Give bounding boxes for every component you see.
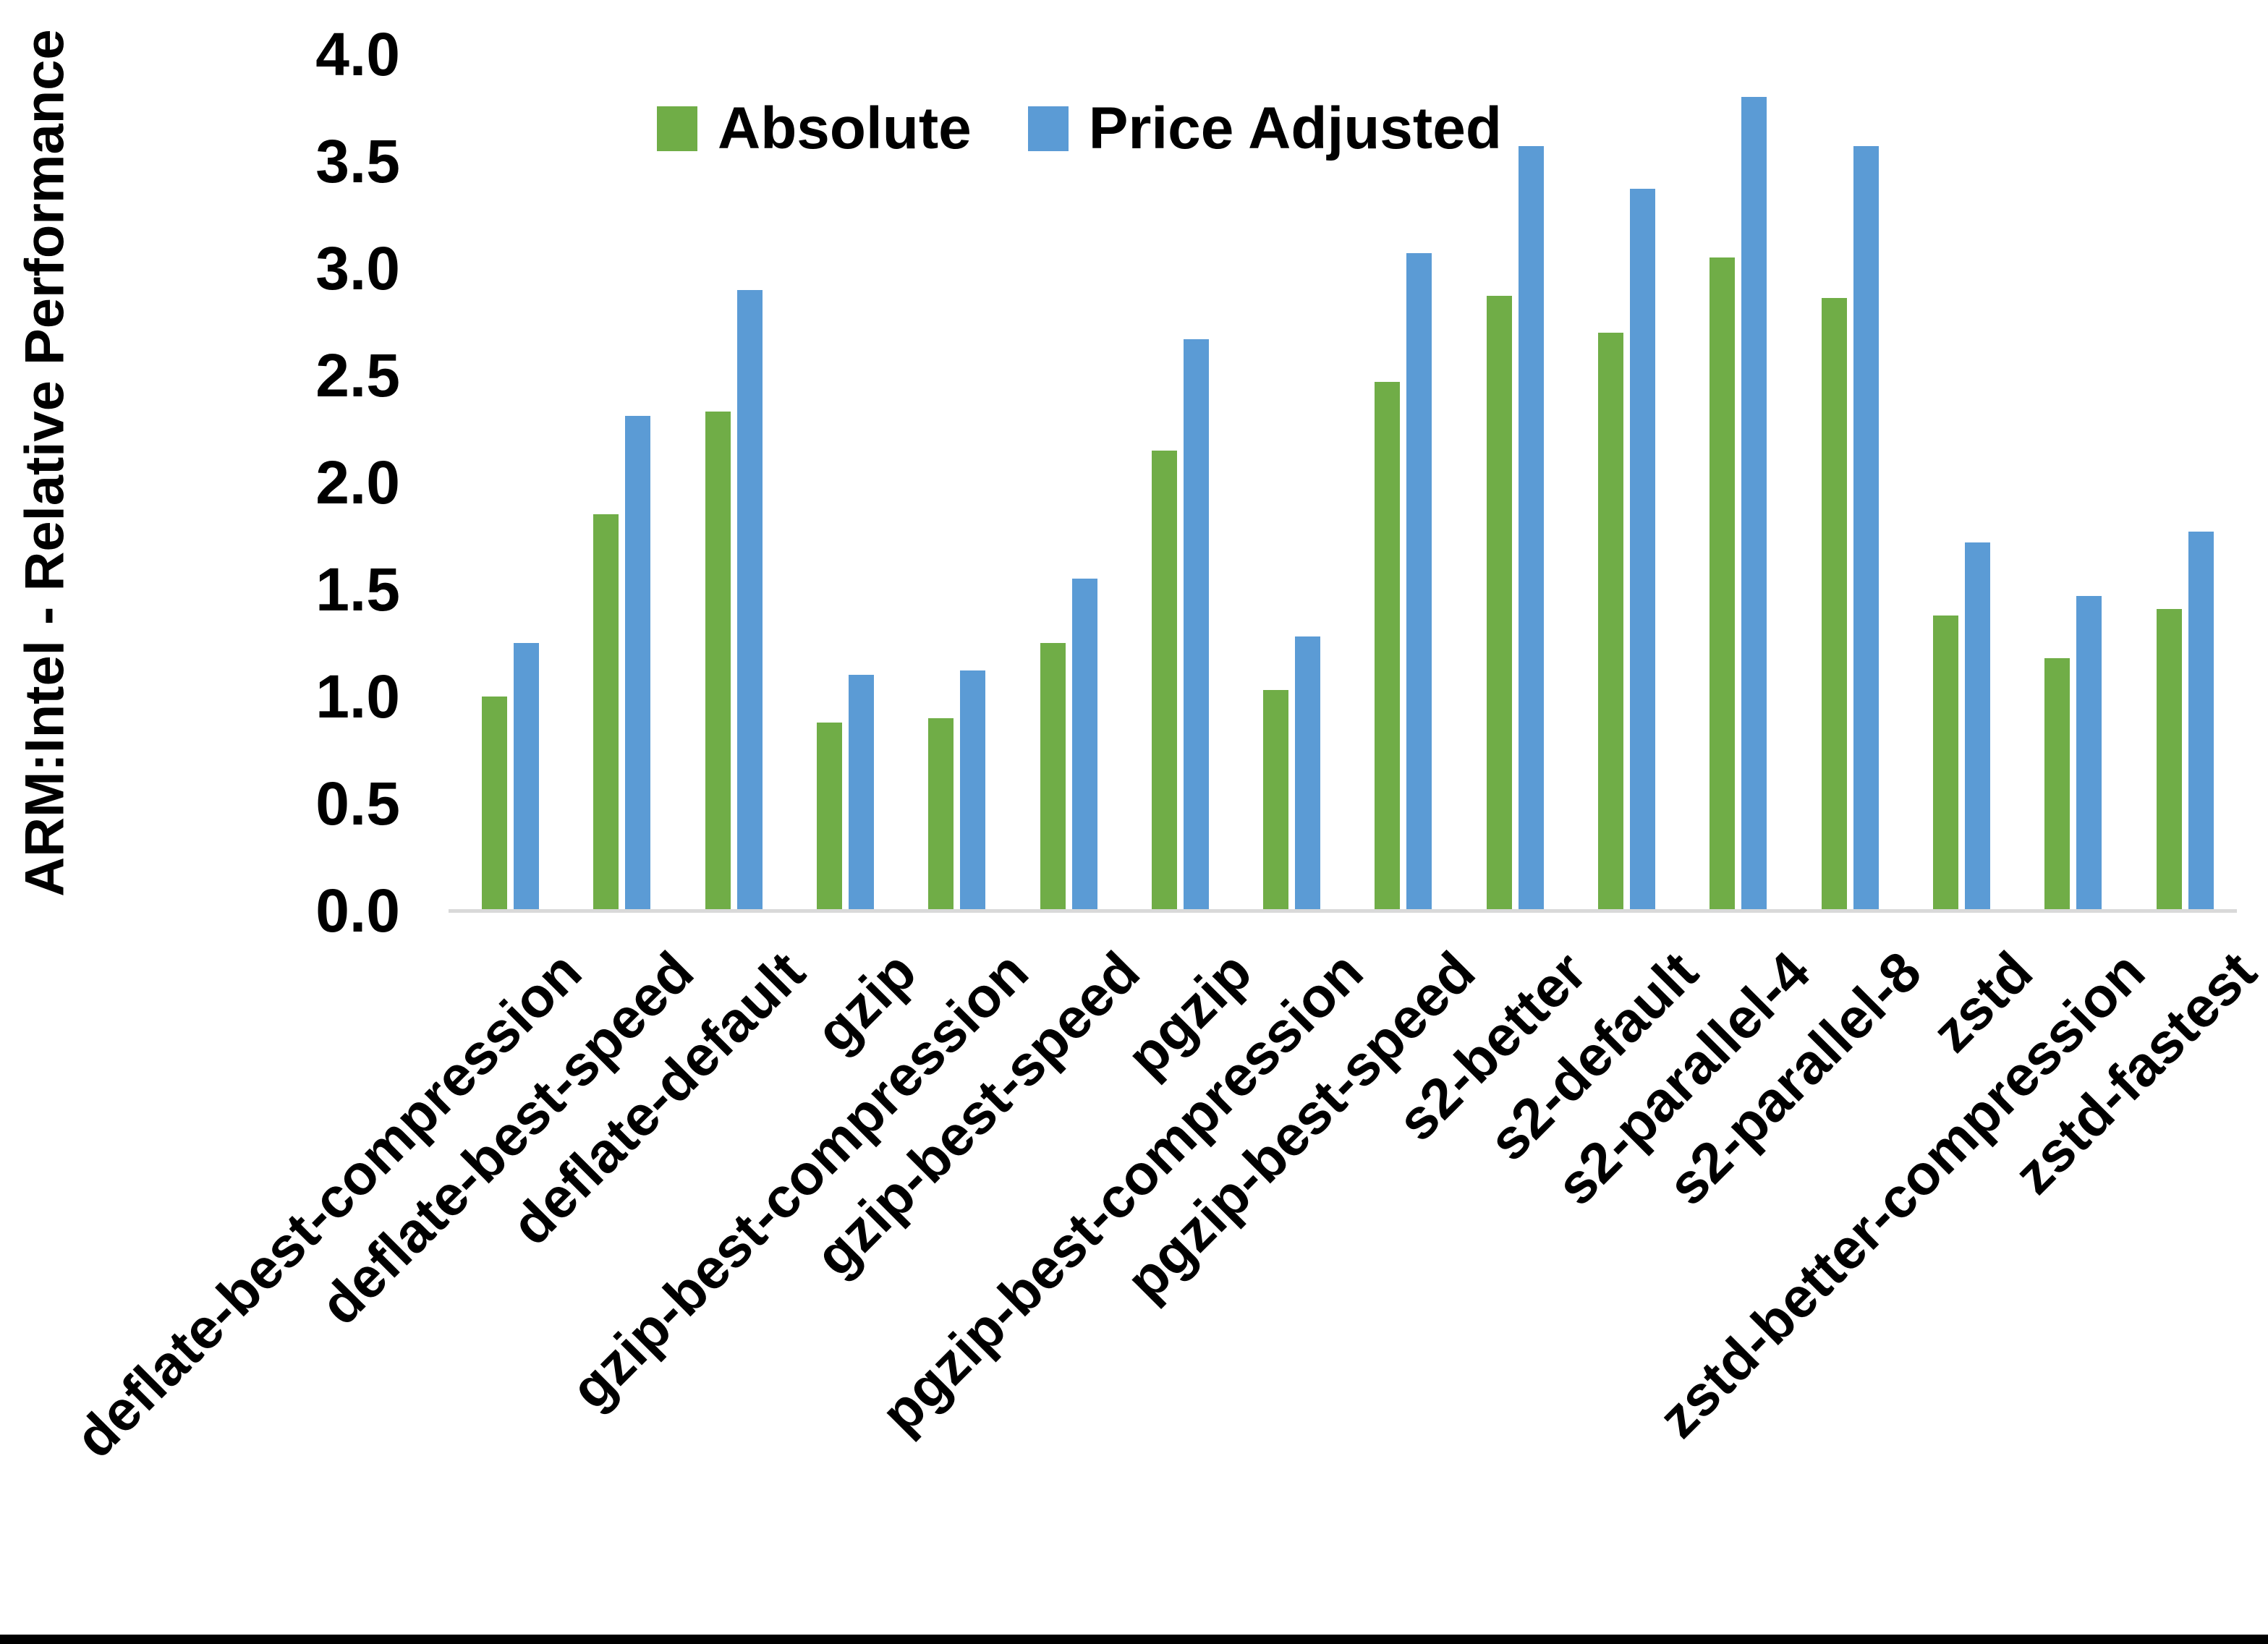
bar-price-adjusted [514, 643, 539, 911]
bar-absolute [1040, 643, 1066, 911]
bar-price-adjusted [625, 416, 651, 911]
legend-item-price-adjusted: Price Adjusted [1027, 94, 1502, 163]
y-tick-label: 2.0 [315, 448, 400, 516]
y-axis-title: ARM:Intel - Relative Performance [14, 29, 76, 897]
y-tick-label: 1.0 [315, 663, 400, 731]
y-tick-label: 3.5 [315, 127, 400, 195]
bar-absolute [705, 412, 731, 911]
bar-absolute [1263, 690, 1289, 911]
bar-absolute [2156, 608, 2182, 911]
bar-absolute [2044, 657, 2070, 911]
bar-price-adjusted [1964, 542, 1990, 911]
bar-price-adjusted [1183, 338, 1209, 911]
y-tick-label: 3.0 [315, 234, 400, 302]
bar-price-adjusted [1741, 97, 1767, 911]
bar-price-adjusted [1630, 189, 1655, 911]
y-tick-label: 0.0 [315, 877, 400, 945]
plot-area [449, 54, 2237, 911]
bar-price-adjusted [1853, 146, 1879, 911]
bar-price-adjusted [960, 670, 986, 911]
bar-price-adjusted [1518, 146, 1544, 911]
bar-price-adjusted [1071, 579, 1097, 911]
y-tick-label: 4.0 [315, 20, 400, 88]
bar-absolute [1598, 332, 1623, 911]
bar-absolute [1151, 450, 1177, 911]
bar-absolute [1821, 298, 1847, 911]
bottom-border [0, 1635, 2268, 1644]
legend: Absolute Price Adjusted [657, 94, 1502, 163]
bar-absolute [1932, 615, 1958, 911]
legend-price-adjusted-label: Price Adjusted [1088, 95, 1502, 161]
legend-absolute-swatch-icon [657, 106, 697, 151]
bar-price-adjusted [1295, 636, 1321, 911]
y-tick-label: 2.5 [315, 341, 400, 409]
bar-absolute [1710, 257, 1736, 911]
bar-absolute [593, 514, 619, 911]
bar-price-adjusted [848, 675, 874, 911]
y-tick-label: 1.5 [315, 555, 400, 623]
bar-price-adjusted [2188, 532, 2214, 911]
bar-price-adjusted [736, 289, 763, 911]
legend-price-adjusted-swatch-icon [1027, 106, 1069, 151]
y-tick-label: 0.5 [315, 770, 400, 838]
legend-item-absolute: Absolute [657, 94, 972, 163]
bar-price-adjusted [2076, 595, 2102, 911]
x-axis-line [449, 909, 2237, 913]
legend-absolute-label: Absolute [718, 95, 972, 161]
bar-absolute [816, 722, 842, 911]
bar-absolute [482, 697, 507, 911]
bar-absolute [1375, 381, 1401, 911]
bar-absolute [928, 717, 954, 911]
bar-absolute [1486, 296, 1512, 911]
bar-price-adjusted [1406, 253, 1432, 911]
